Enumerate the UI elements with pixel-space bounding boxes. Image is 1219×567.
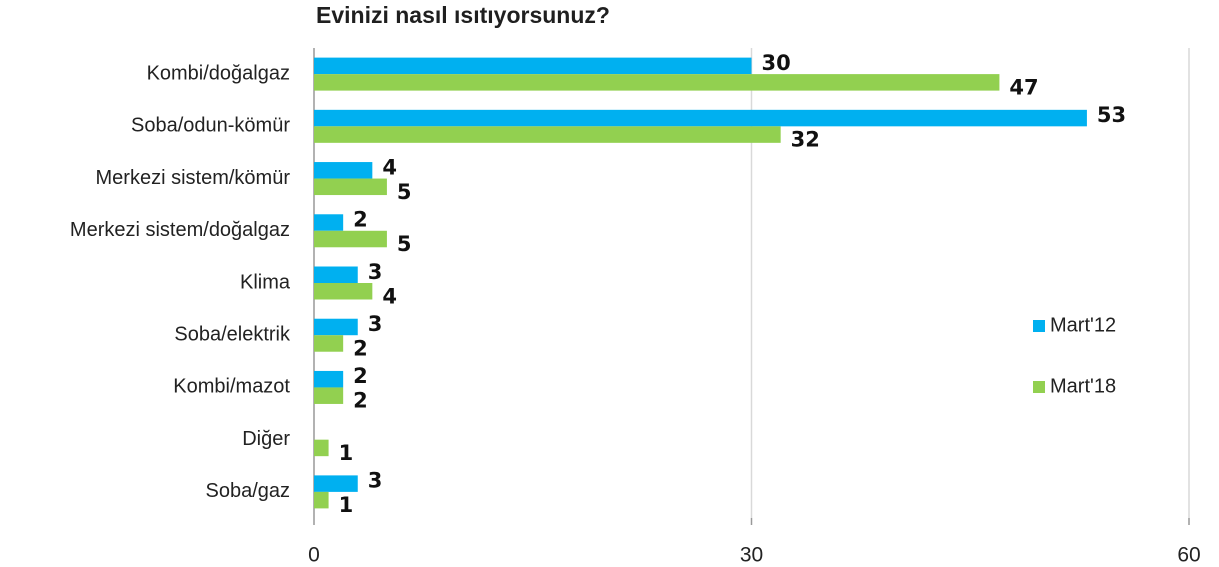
bar [314,57,752,75]
bar [314,475,358,492]
y-tick-label: Kombi/doğalgaz [147,62,290,84]
data-label: 3 [368,469,383,493]
bar [314,162,373,179]
bar [314,439,329,457]
y-tick-label: Soba/gaz [205,480,290,502]
x-tick-label: 60 [1177,544,1200,567]
bar [314,126,781,143]
bar [314,283,373,300]
y-tick-label: Merkezi sistem/doğalgaz [70,219,290,241]
data-label: 2 [353,364,368,388]
bar [314,214,344,231]
data-label: 5 [397,180,412,204]
y-tick-label: Klima [240,271,291,293]
legend-swatch [1033,320,1045,332]
x-tick-label: 0 [308,544,320,567]
data-label: 3 [368,312,383,336]
bar [314,266,358,283]
bar [314,387,344,404]
data-label: 4 [382,155,397,179]
data-label: 2 [353,208,368,232]
legend-label: Mart'18 [1050,375,1116,397]
data-label: 47 [1009,75,1038,99]
y-tick-label: Diğer [242,428,290,450]
data-label: 1 [339,441,354,465]
bar [314,335,344,352]
chart-title: Evinizi nasıl ısıtıyorsunuz? [316,2,610,28]
bar [314,109,1087,127]
data-label: 3 [368,260,383,284]
bar [314,318,358,336]
bar [314,230,387,248]
data-label: 2 [353,389,368,413]
data-label: 32 [791,128,820,152]
bar [314,74,1000,91]
bar [314,178,387,196]
data-label: 4 [382,284,397,308]
data-label: 30 [762,51,791,75]
data-label: 1 [339,493,354,517]
legend-swatch [1033,381,1045,393]
data-label: 2 [353,336,368,360]
y-tick-label: Soba/elektrik [174,324,291,346]
x-tick-label: 30 [740,544,763,567]
legend-label: Mart'12 [1050,314,1116,336]
y-tick-label: Soba/odun-kömür [131,115,290,137]
data-label: 53 [1097,103,1126,127]
bar [314,491,329,509]
bar [314,370,344,388]
y-tick-label: Kombi/mazot [173,376,290,398]
y-tick-label: Merkezi sistem/kömür [96,167,291,189]
data-label: 5 [397,232,412,256]
